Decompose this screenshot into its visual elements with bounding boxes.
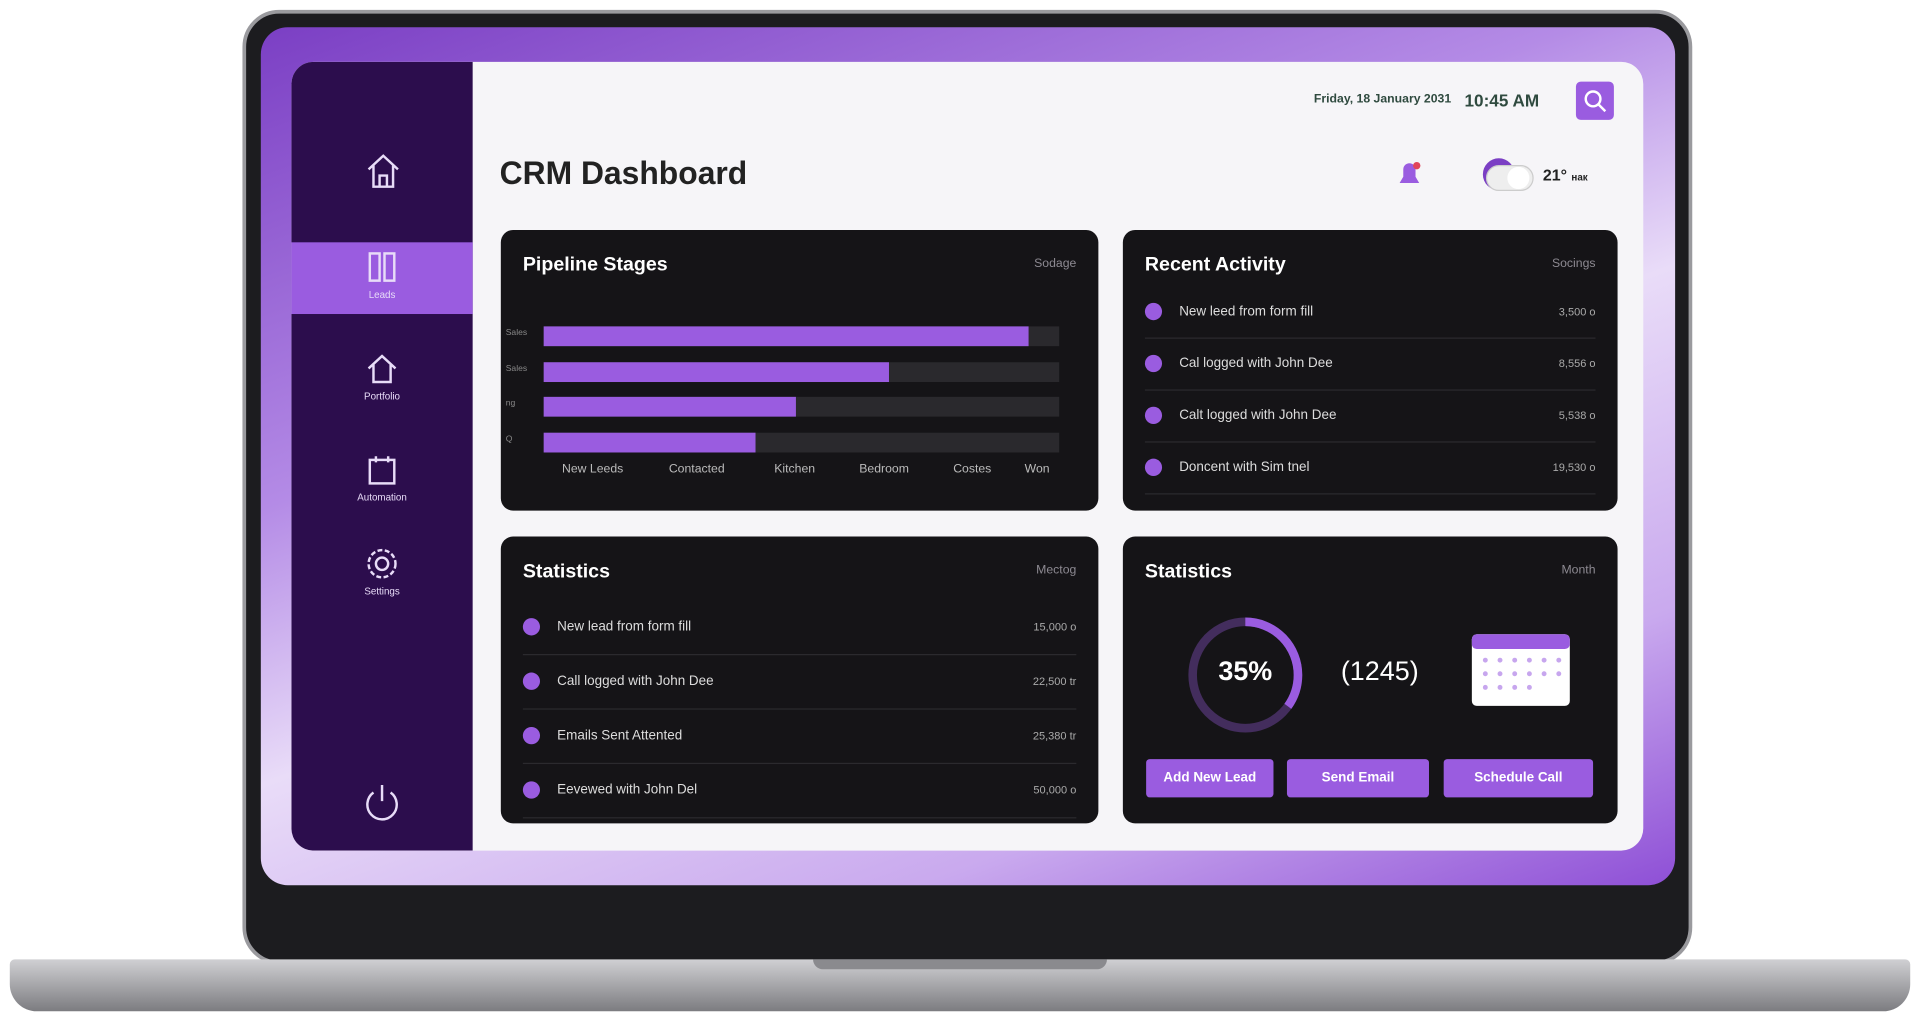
count: (1245) <box>1340 655 1419 687</box>
row-label: Sales <box>505 328 528 338</box>
card-filter[interactable]: Socings <box>1551 257 1596 271</box>
bar <box>543 361 890 382</box>
action-button[interactable]: Send Email <box>1286 759 1429 798</box>
summary-card: Statistics Month 35% (1245) Add New Lead… <box>1122 536 1618 824</box>
row-text: New leed from form fill <box>1179 304 1314 319</box>
list-row: Calt logged with John Dee 5,538 o <box>1144 391 1596 443</box>
nav-label: Portfolio <box>364 390 401 402</box>
row-value: 5,538 o <box>1558 409 1596 422</box>
list-row: Call logged with John Dee 22,500 tr <box>522 655 1077 710</box>
row-label: Q <box>505 434 513 444</box>
card-filter[interactable]: Mectog <box>1036 563 1077 578</box>
status-dot <box>522 727 541 745</box>
search-button[interactable] <box>1575 81 1614 120</box>
temperature: 21° нак <box>1543 166 1588 185</box>
status-dot <box>522 672 541 690</box>
app-window: Leads Portfolio Automation Settings Friday,… <box>291 61 1644 851</box>
card-filter[interactable]: Month <box>1561 563 1596 578</box>
card-title: Statistics <box>1144 561 1233 583</box>
status-dot <box>522 618 541 636</box>
nav-item[interactable]: Automation <box>291 452 472 503</box>
row-text: Calt logged with John Dee <box>1179 407 1337 423</box>
nav-item[interactable]: Settings <box>291 546 472 597</box>
bar <box>543 396 797 417</box>
bell-icon[interactable] <box>1393 156 1425 191</box>
status-dot <box>1144 458 1163 477</box>
row-text: Doncent with Sim tnel <box>1179 459 1310 475</box>
statistics-card: Statistics Mectog New lead from form fil… <box>500 536 1099 824</box>
row-text: Eevewed with John Del <box>557 782 698 798</box>
weather-unit: нак <box>1571 171 1588 183</box>
power-icon[interactable] <box>360 781 404 823</box>
row-value: 22,500 tr <box>1032 675 1077 688</box>
bar <box>543 326 1029 347</box>
card-filter[interactable]: Sodage <box>1034 257 1077 271</box>
stage-label: Won <box>1024 462 1050 476</box>
row-value: 25,380 tr <box>1032 729 1077 742</box>
row-value: 8,556 o <box>1558 357 1596 370</box>
list-row: Eevewed with John Del 50,000 o <box>522 764 1077 819</box>
active-nav <box>291 242 473 315</box>
nav-label: Automation <box>357 492 407 504</box>
date: Friday, 18 January 2031 <box>1313 92 1452 107</box>
stage-label: Kitchen <box>774 462 816 476</box>
nav-item[interactable]: Portfolio <box>291 351 472 402</box>
nav-label: Settings <box>364 586 400 598</box>
list-row: New lead from form fill 15,000 o <box>522 601 1077 656</box>
stage-label: Costes <box>953 462 992 476</box>
time: 10:45 AM <box>1464 90 1540 111</box>
home-icon <box>367 154 399 188</box>
list-row: Cal logged with John Dee 8,556 o <box>1144 339 1596 391</box>
row-text: Call logged with John Dee <box>557 673 714 689</box>
row-label: ng <box>505 399 516 408</box>
row-value: 50,000 o <box>1033 783 1077 797</box>
nav-item[interactable]: Leads <box>291 250 472 301</box>
temperature-value: 21° <box>1542 165 1567 185</box>
donut <box>1188 617 1303 733</box>
row-text: Emails Sent Attented <box>557 728 683 744</box>
laptop-notch <box>813 959 1107 970</box>
calendar-icon <box>1471 634 1570 706</box>
page-title: CRM Dashboard <box>499 154 748 192</box>
stage-label: Bedroom <box>859 462 909 476</box>
stage-label: New Leeds <box>562 462 624 476</box>
list-row: Doncent with Sim tnel 19,530 o <box>1144 443 1596 495</box>
donut-arc <box>1188 617 1303 733</box>
nav-label: Leads <box>368 289 396 301</box>
percent-label: 35% <box>1218 655 1273 687</box>
action-button[interactable]: Schedule Call <box>1443 759 1594 798</box>
weather-toggle[interactable] <box>1479 153 1535 195</box>
bar <box>543 432 756 452</box>
status-dot <box>1144 354 1163 373</box>
row-value: 19,530 o <box>1552 461 1596 474</box>
row-value: 15,000 o <box>1033 620 1077 633</box>
pipeline-card: Pipeline Stages Sodage Sales Sales ng Q New … <box>500 229 1099 511</box>
card-title: Pipeline Stages <box>522 254 668 276</box>
row-label: Sales <box>505 364 528 373</box>
status-dot <box>522 781 541 799</box>
sidebar: Leads Portfolio Automation Settings <box>291 61 473 851</box>
stage-label: Contacted <box>668 462 725 476</box>
recent-activity-card: Recent Activity Socings New leed from fo… <box>1122 229 1618 511</box>
status-dot <box>1144 303 1163 321</box>
action-button[interactable]: Add New Lead <box>1146 759 1274 798</box>
card-title: Statistics <box>522 561 610 583</box>
row-text: Cal logged with John Dee <box>1179 356 1333 371</box>
list-row: New leed from form fill 3,500 o <box>1144 287 1596 339</box>
status-dot <box>1144 406 1163 425</box>
list-row: Emails Sent Attented 25,380 tr <box>522 710 1077 765</box>
card-title: Recent Activity <box>1144 254 1286 276</box>
row-value: 3,500 o <box>1558 305 1596 318</box>
row-text: New lead from form fill <box>557 619 692 635</box>
